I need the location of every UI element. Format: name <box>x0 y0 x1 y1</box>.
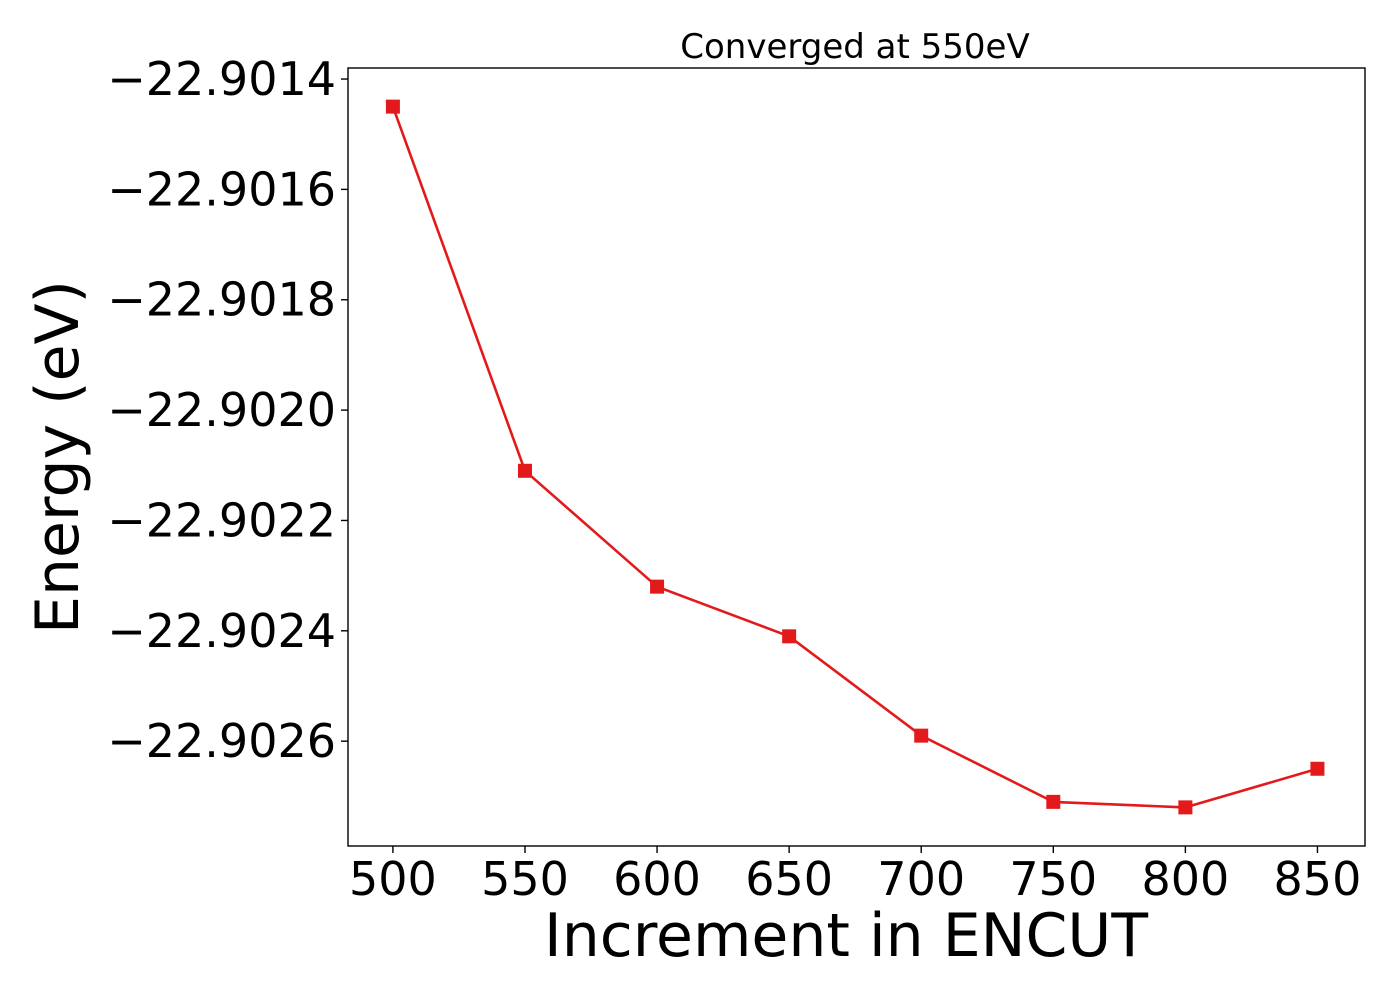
x-tick-label: 550 <box>481 852 569 906</box>
chart-title: Converged at 550eV <box>680 27 1029 67</box>
data-point-marker <box>1310 761 1325 776</box>
y-tick-label: −22.9014 <box>107 52 336 106</box>
y-tick-label: −22.9024 <box>107 604 336 658</box>
x-tick-label: 650 <box>745 852 833 906</box>
y-tick-label: −22.9026 <box>107 714 336 768</box>
x-tick-label: 800 <box>1141 852 1229 906</box>
y-tick-label: −22.9018 <box>107 273 336 327</box>
plot-area-frame <box>347 67 1366 847</box>
x-tick-label: 850 <box>1274 852 1362 906</box>
y-axis-label: Energy (eV) <box>23 280 93 634</box>
x-axis: 500 550 600 650 700 750 800 850 <box>349 846 1361 906</box>
data-point-marker <box>782 629 797 644</box>
series-line <box>391 106 1318 809</box>
data-point-marker <box>385 99 400 114</box>
data-point-marker <box>517 463 532 478</box>
y-axis: −22.9014 −22.9016 −22.9018 −22.9020 −22.9022… <box>107 52 348 768</box>
x-tick-label: 700 <box>877 852 965 906</box>
data-point-marker <box>650 579 665 594</box>
x-tick-label: 600 <box>613 852 701 906</box>
y-tick-label: −22.9016 <box>107 162 336 216</box>
data-point-marker <box>1046 794 1061 809</box>
x-tick-label: 500 <box>349 852 437 906</box>
x-tick-label: 750 <box>1009 852 1097 906</box>
x-axis-label: Increment in ENCUT <box>544 901 1148 971</box>
plot-series <box>385 99 1325 815</box>
y-tick-label: −22.9020 <box>107 383 336 437</box>
data-point-marker <box>914 728 929 743</box>
data-point-marker <box>1178 800 1193 815</box>
y-tick-label: −22.9022 <box>107 493 336 547</box>
